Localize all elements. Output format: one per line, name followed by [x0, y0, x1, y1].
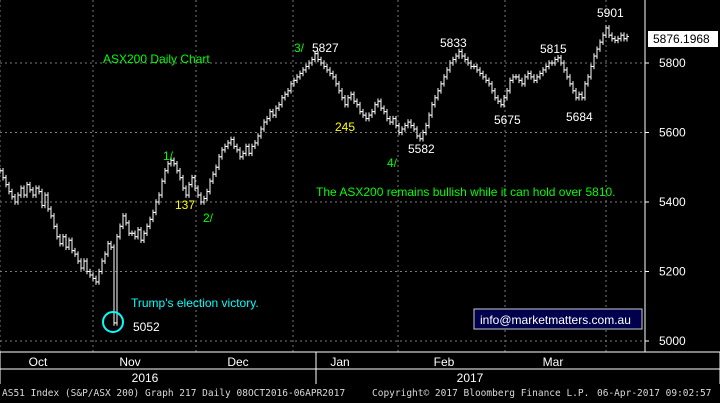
chart-title: ASX200 Daily Chart	[103, 52, 210, 66]
level-label-5815: 5815	[540, 42, 567, 56]
y-tick-label: 5800	[659, 56, 686, 70]
y-tick-label: 5600	[659, 126, 686, 140]
count-label-245: 245	[335, 120, 355, 134]
x-tick-label: Nov	[119, 355, 140, 369]
year-label: 2017	[457, 371, 484, 384]
level-label-5582: 5582	[408, 142, 435, 156]
bloomberg-footer: AS51 Index (S&P/ASX 200) Graph 217 Daily…	[0, 384, 720, 403]
last-price-value: 5876.1968	[653, 32, 710, 46]
commentary-text: The ASX200 remains bullish while it can …	[316, 185, 616, 199]
wave-label-1: 1/	[163, 149, 174, 163]
x-tick-label: Mar	[543, 355, 564, 369]
y-tick-label: 5200	[659, 265, 686, 279]
level-label-5827: 5827	[312, 41, 339, 55]
level-label-5833: 5833	[440, 36, 467, 50]
x-tick-label: Feb	[434, 355, 455, 369]
y-tick-label: 5400	[659, 195, 686, 209]
election-label: Trump's election victory.	[131, 296, 259, 310]
footer-right: 06-Apr-2017 09:02:57	[597, 388, 712, 399]
last-price-tag: 5876.1968	[648, 31, 718, 47]
x-tick-label: Dec	[227, 355, 248, 369]
wave-label-3: 3/	[294, 41, 305, 55]
y-tick-label: 5000	[659, 334, 686, 348]
count-label-137: 137	[175, 198, 195, 212]
election-circle	[102, 311, 124, 333]
x-tick-label: Jan	[330, 355, 349, 369]
level-label-5901: 5901	[597, 6, 624, 20]
email-box: info@marketmatters.com.au	[473, 308, 643, 330]
level-label-5052: 5052	[133, 320, 160, 334]
email-text: info@marketmatters.com.au	[480, 313, 631, 327]
x-tick-label: Oct	[29, 355, 48, 369]
level-label-5675: 5675	[494, 113, 521, 127]
year-label: 2016	[132, 371, 159, 384]
footer-center: Copyright© 2017 Bloomberg Finance L.P.	[372, 388, 590, 399]
wave-label-4: 4/	[387, 156, 398, 170]
grid-lines	[0, 0, 645, 352]
footer-left: AS51 Index (S&P/ASX 200) Graph 217 Daily…	[2, 388, 346, 399]
axes: 5000 5200 5400 5600 5800 Oct Nov Dec Jan Feb Mar 20…	[0, 0, 720, 384]
wave-label-2: 2/	[203, 211, 214, 225]
level-label-5684: 5684	[566, 110, 593, 124]
asx200-chart: 5000 5200 5400 5600 5800 Oct Nov Dec Jan Feb Mar 20…	[0, 0, 720, 384]
price-bars	[0, 25, 629, 326]
